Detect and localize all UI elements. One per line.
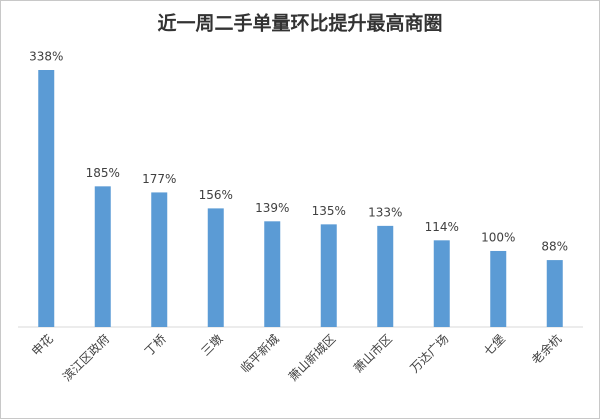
data-label: 338% <box>29 50 63 64</box>
data-label: 100% <box>481 230 515 244</box>
bar <box>38 70 55 327</box>
bar <box>490 250 507 327</box>
bar <box>320 224 337 327</box>
bar <box>433 240 450 327</box>
bar <box>94 186 111 327</box>
data-label: 88% <box>541 240 568 254</box>
data-label: 139% <box>255 201 289 215</box>
data-label: 185% <box>86 166 120 180</box>
bar <box>264 221 281 327</box>
chart-title: 近一周二手单量环比提升最高商圈 <box>157 12 442 35</box>
data-label: 135% <box>312 204 346 218</box>
data-label: 114% <box>425 220 459 234</box>
data-label: 133% <box>368 205 402 219</box>
data-label: 156% <box>199 188 233 202</box>
data-label: 177% <box>142 172 176 186</box>
bar <box>151 192 168 327</box>
bar <box>207 208 224 327</box>
bar <box>377 225 394 327</box>
bar <box>546 260 563 327</box>
